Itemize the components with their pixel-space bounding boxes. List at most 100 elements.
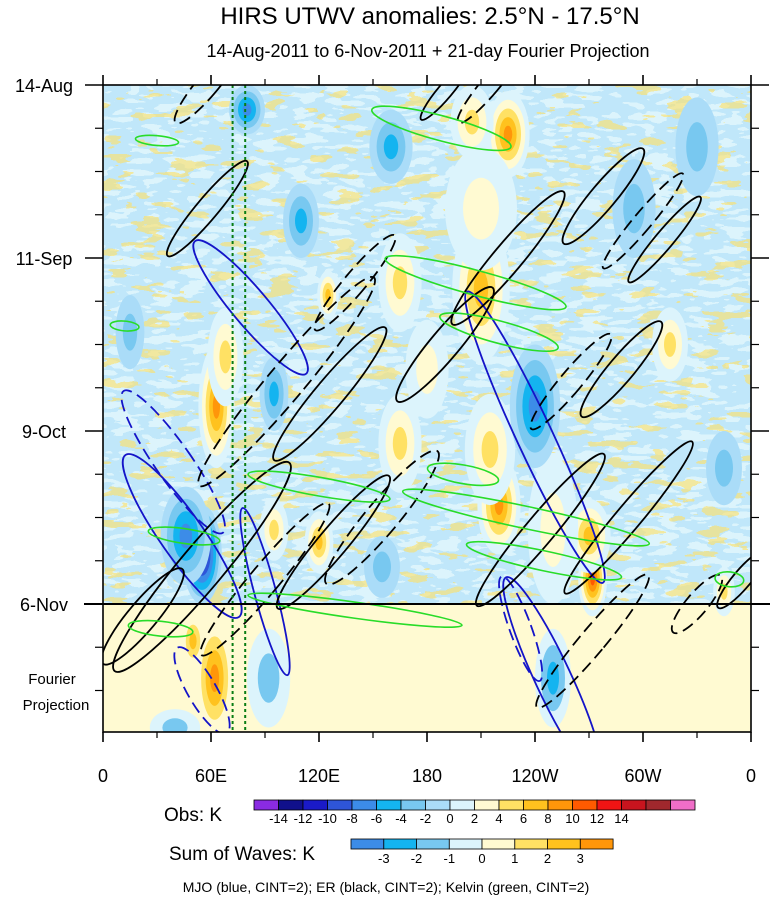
colorbar-box (278, 799, 304, 811)
mjo-contour (192, 239, 309, 376)
anomaly-hotspot (445, 146, 517, 271)
mjo-contour (121, 453, 243, 619)
anomaly-level (463, 177, 499, 240)
colorbar-level: 12 (590, 811, 604, 826)
colorbar-level: 4 (495, 811, 502, 826)
er-contour (474, 452, 606, 608)
anomaly-hotspot (706, 431, 742, 506)
anomaly-hotspot (196, 622, 233, 732)
colorbar-level: 8 (544, 811, 551, 826)
anomaly-hotspot (259, 356, 289, 431)
obs-colorbar: -14 -12 -10 -8 -6 -4 -2 0 2 4 6 8 10 12 14 (253, 799, 696, 826)
anomaly-hotspot (652, 307, 688, 382)
colorbar-box (498, 799, 524, 811)
anomaly-level (269, 519, 279, 541)
anomaly-hotspot (304, 511, 334, 574)
colorbar-level: 2 (471, 811, 478, 826)
colorbar-box (572, 799, 598, 811)
colorbar-box (376, 799, 402, 811)
anomaly-hotspot (247, 628, 291, 728)
anomaly-level (464, 109, 480, 135)
kelvin-contour (426, 462, 500, 487)
anomaly-level (392, 426, 408, 460)
anomaly-level (122, 313, 138, 351)
mjo-contour (464, 290, 606, 584)
colorbar-level: -2 (420, 811, 432, 826)
kelvin-contour (109, 320, 140, 332)
y-tick-label: 9-Oct (22, 422, 66, 442)
anomaly-level (189, 632, 197, 650)
mjo-contour (173, 646, 231, 732)
anomaly-hotspot (337, 641, 445, 716)
kelvin-contour (384, 254, 567, 311)
anomaly-hotspot (364, 536, 400, 598)
kelvin-contour (439, 312, 559, 353)
er-contour (563, 440, 694, 595)
colorbar-box (302, 799, 328, 811)
y-tick-label: 6-Nov (20, 595, 68, 615)
x-tick-label: 120W (511, 766, 558, 786)
colorbar-box (645, 799, 671, 811)
colorbar-level: 1 (511, 851, 518, 866)
mjo-contour (498, 575, 544, 682)
anomaly-level (623, 183, 645, 234)
colorbar-level: 3 (577, 851, 584, 866)
colorbar-box (327, 799, 353, 811)
anomaly-hotspot (115, 295, 145, 370)
anomaly-level (269, 381, 279, 407)
colorbar-level: -4 (395, 811, 407, 826)
anomaly-hotspot (149, 709, 201, 732)
colorbar-level: 6 (520, 811, 527, 826)
er-contour (275, 474, 391, 611)
anomaly-level (242, 103, 252, 116)
colorbar-box (481, 838, 516, 850)
kelvin-contours (109, 105, 745, 638)
er-contour (601, 172, 685, 270)
colorbar-box (351, 799, 377, 811)
colorbar-box (547, 838, 581, 850)
anomaly-hotspot (160, 486, 211, 586)
anomaly-level (686, 122, 708, 172)
colorbar-box (449, 799, 475, 811)
colorbar-box (416, 838, 450, 850)
mjo-contours (120, 239, 606, 732)
er-contour (165, 159, 249, 258)
anomaly-level (416, 344, 438, 394)
anomaly-level (219, 340, 232, 374)
anomaly-level (720, 583, 728, 600)
anomaly-level (503, 125, 513, 143)
colorbar-level: -3 (378, 851, 390, 866)
anomaly-level (295, 208, 307, 234)
er-contour (199, 502, 331, 657)
plot-area (103, 85, 751, 732)
er-contour (529, 332, 613, 431)
anomaly-hotspot (207, 307, 244, 407)
kelvin-contour (465, 540, 623, 581)
projection-label-line2: Projection (23, 697, 90, 714)
anomaly-level (383, 134, 399, 160)
er-contour (103, 567, 185, 666)
colorbar-box (579, 838, 614, 850)
anomaly-hotspot (182, 616, 204, 666)
er-contour (395, 286, 495, 403)
x-tick-label: 120E (298, 766, 340, 786)
anomaly-hotspot (259, 499, 289, 561)
anomaly-level (528, 390, 542, 422)
colorbar-box (596, 799, 622, 811)
anomaly-level (210, 664, 220, 692)
kelvin-contour (370, 105, 512, 152)
er-contour (627, 195, 702, 284)
colorbar-level: -6 (371, 811, 383, 826)
x-tick-label: 0 (746, 766, 756, 786)
x-tick-label: 60E (195, 766, 227, 786)
er-contour (324, 449, 440, 586)
colorbar-level: 14 (614, 811, 628, 826)
x-tick-label: 60W (624, 766, 661, 786)
anomaly-hotspot (535, 628, 571, 728)
anomaly-hotspot (464, 393, 516, 506)
anomaly-level (392, 266, 408, 300)
colorbar-level: -2 (411, 851, 423, 866)
colorbar-box (350, 838, 385, 850)
anomaly-hotspot (369, 109, 413, 184)
